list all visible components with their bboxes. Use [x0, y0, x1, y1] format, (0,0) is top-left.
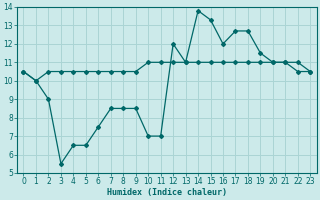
X-axis label: Humidex (Indice chaleur): Humidex (Indice chaleur)	[107, 188, 227, 197]
